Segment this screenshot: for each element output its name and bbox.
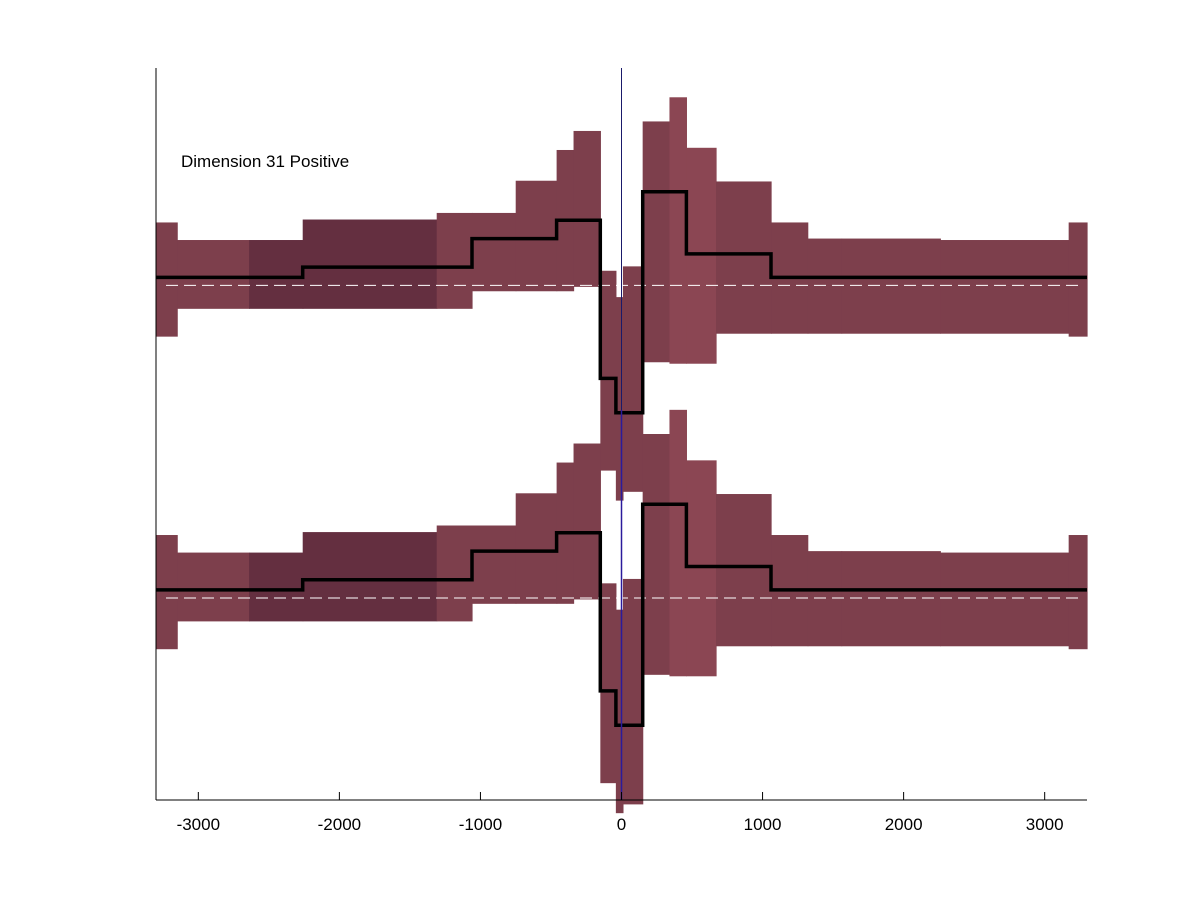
- x-tick-label: 3000: [1026, 815, 1064, 834]
- band-bin: [515, 493, 558, 604]
- band-bin: [249, 240, 304, 309]
- band-group: [156, 97, 1088, 814]
- band-bin: [686, 460, 717, 677]
- band-bin: [669, 409, 687, 677]
- band-bin: [622, 266, 644, 492]
- x-tick-label: 1000: [744, 815, 782, 834]
- x-tick-label: -1000: [459, 815, 502, 834]
- band-bin: [436, 212, 473, 309]
- band-bin: [716, 494, 772, 647]
- band-bin: [686, 147, 717, 364]
- band-bin: [156, 535, 178, 650]
- band-bin: [156, 222, 178, 337]
- band-bin: [249, 552, 304, 622]
- median-line-group: [156, 189, 1087, 728]
- band-bin: [716, 181, 772, 334]
- band-bin: [615, 609, 624, 814]
- band-bin: [302, 219, 438, 309]
- band-bin: [841, 551, 941, 647]
- median-line: [156, 502, 1087, 728]
- median-line: [156, 189, 1087, 415]
- band-bin: [669, 97, 687, 364]
- band-bin: [841, 238, 941, 334]
- x-tick-label: 2000: [885, 815, 923, 834]
- band-bin: [642, 121, 671, 363]
- x-ticks: -3000 -2000 -1000 0 1000 2000 3000: [177, 792, 1064, 834]
- band-bin: [573, 130, 601, 287]
- band-bin: [515, 180, 558, 292]
- band-bin: [940, 552, 1070, 647]
- x-tick-label: -3000: [177, 815, 220, 834]
- band-bin: [807, 551, 843, 647]
- x-tick-label: 0: [617, 815, 626, 834]
- band-bin: [622, 578, 644, 805]
- baseline-group: [166, 284, 1083, 599]
- x-tick-label: -2000: [318, 815, 361, 834]
- band-bin: [615, 297, 624, 501]
- band-bin: [177, 240, 250, 309]
- band-bin: [807, 238, 843, 334]
- band-bin: [436, 525, 473, 622]
- band-bin: [471, 525, 517, 604]
- band-bin: [471, 212, 517, 292]
- band-bin: [642, 434, 671, 675]
- band-bin: [600, 270, 617, 471]
- band-bin: [1068, 222, 1088, 337]
- band-bin: [573, 443, 601, 600]
- band-bin: [177, 552, 250, 622]
- band-bin: [1068, 535, 1088, 650]
- band-bin: [940, 240, 1070, 334]
- band-bin: [600, 583, 617, 784]
- chart-annotation: Dimension 31 Positive: [181, 152, 349, 171]
- band-bin: [302, 532, 438, 622]
